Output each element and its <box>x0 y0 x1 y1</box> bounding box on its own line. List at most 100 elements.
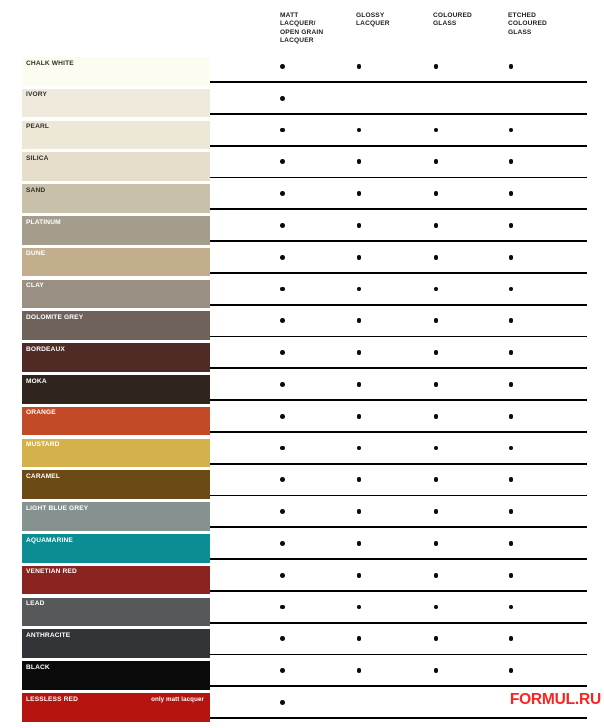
table-row: SILICA <box>22 152 587 184</box>
row-divider-line <box>210 494 587 497</box>
color-name-label: AQUAMARINE <box>26 536 73 544</box>
color-name-label: SILICA <box>26 154 49 162</box>
color-swatch: LESSLESS RED only matt lacquer <box>22 693 210 722</box>
color-name-label: LEAD <box>26 600 45 608</box>
row-divider-line <box>210 303 587 306</box>
row-divider-line <box>210 558 587 560</box>
availability-dot <box>280 509 285 514</box>
availability-dot <box>356 477 362 483</box>
column-header-etched-coloured-glass: ETCHED COLOURED GLASS <box>508 12 547 36</box>
availability-dot <box>433 572 439 578</box>
availability-dot <box>356 413 362 419</box>
availability-dot <box>280 668 285 673</box>
availability-dot <box>508 191 514 196</box>
availability-dot <box>508 445 514 451</box>
table-row: MOKA <box>22 375 587 407</box>
availability-dot <box>433 350 439 355</box>
table-row: LESSLESS RED only matt lacquer <box>22 693 587 725</box>
color-name-label: MUSTARD <box>26 441 60 449</box>
availability-dot <box>433 477 439 483</box>
availability-dot <box>280 700 285 705</box>
availability-dot <box>280 572 285 578</box>
availability-dot <box>508 382 514 387</box>
table-row: PLATINUM <box>22 216 587 248</box>
availability-dot <box>280 223 285 228</box>
row-divider-line <box>210 526 587 529</box>
row-divider-line <box>210 621 587 624</box>
availability-dot <box>280 286 285 292</box>
availability-dot <box>508 636 514 642</box>
availability-dot <box>433 604 439 610</box>
availability-dot <box>356 191 362 196</box>
color-name-label: CARAMEL <box>26 472 61 480</box>
availability-dot <box>280 413 285 419</box>
color-name-label: VENETIAN RED <box>26 568 77 576</box>
availability-dot <box>280 254 285 260</box>
table-row: ORANGE <box>22 406 587 439</box>
availability-dot <box>508 254 514 260</box>
availability-dot <box>280 604 285 610</box>
color-name-label: CHALK WHITE <box>26 59 74 67</box>
availability-dot <box>433 541 439 546</box>
color-name-label: IVORY <box>26 91 48 99</box>
color-swatch: MOKA <box>22 375 210 404</box>
table-row: VENETIAN RED <box>22 565 587 598</box>
color-swatch: VENETIAN RED <box>22 565 210 595</box>
availability-dot <box>508 604 514 610</box>
availability-dot <box>280 64 285 69</box>
availability-dot <box>280 636 285 642</box>
availability-dot <box>508 413 514 419</box>
availability-dot <box>280 382 285 387</box>
table-row: IVORY <box>22 88 587 121</box>
color-name-label: CLAY <box>26 282 44 290</box>
table-row: DOLOMITE GREY <box>22 311 587 343</box>
availability-dot <box>280 350 285 355</box>
color-swatch: CHALK WHITE <box>22 57 210 86</box>
availability-dot <box>433 318 439 324</box>
row-divider-line <box>210 240 587 242</box>
table-row: PEARL <box>22 120 587 153</box>
availability-dot <box>280 127 285 133</box>
availability-dot <box>433 668 439 673</box>
availability-dot <box>508 477 514 483</box>
availability-dot <box>356 127 362 133</box>
availability-dot <box>356 668 362 673</box>
availability-dot <box>433 445 439 451</box>
color-name-label: MOKA <box>26 377 47 385</box>
availability-dot <box>433 64 439 69</box>
table-row: CHALK WHITE <box>22 57 587 89</box>
availability-dot <box>508 509 514 514</box>
availability-dot <box>508 223 514 228</box>
availability-dot <box>280 191 285 196</box>
row-divider-line <box>210 81 587 83</box>
availability-dot <box>356 64 362 69</box>
availability-dot <box>433 254 439 260</box>
availability-dot <box>280 159 285 165</box>
availability-dot <box>356 223 362 228</box>
color-swatch: LEAD <box>22 597 210 627</box>
color-name-label: PLATINUM <box>26 218 61 226</box>
color-swatch: PLATINUM <box>22 216 210 245</box>
availability-dot <box>280 95 285 101</box>
availability-dot <box>508 318 514 324</box>
availability-dot <box>280 541 285 546</box>
availability-dot <box>508 541 514 546</box>
column-header-glossy-lacquer: GLOSSY LACQUER <box>356 12 390 28</box>
availability-dot <box>280 318 285 324</box>
row-divider-line <box>210 431 587 433</box>
color-name-label: BORDEAUX <box>26 345 65 353</box>
row-divider-line <box>210 176 587 179</box>
table-row: AQUAMARINE <box>22 534 587 566</box>
availability-dot <box>433 636 439 642</box>
formul-ru-watermark: FORMUL.RU <box>509 691 601 708</box>
row-divider-line <box>210 462 587 465</box>
availability-dot <box>356 254 362 260</box>
availability-dot <box>356 382 362 387</box>
color-swatch: SAND <box>22 184 210 213</box>
table-row: ANTHRACITE <box>22 629 587 661</box>
column-header-matt-lacquer: MATT LACQUER/ OPEN GRAIN LACQUER <box>280 12 324 44</box>
availability-dot <box>356 350 362 355</box>
table-row: SAND <box>22 184 587 216</box>
availability-dot <box>356 572 362 578</box>
row-divider-line <box>210 208 587 211</box>
